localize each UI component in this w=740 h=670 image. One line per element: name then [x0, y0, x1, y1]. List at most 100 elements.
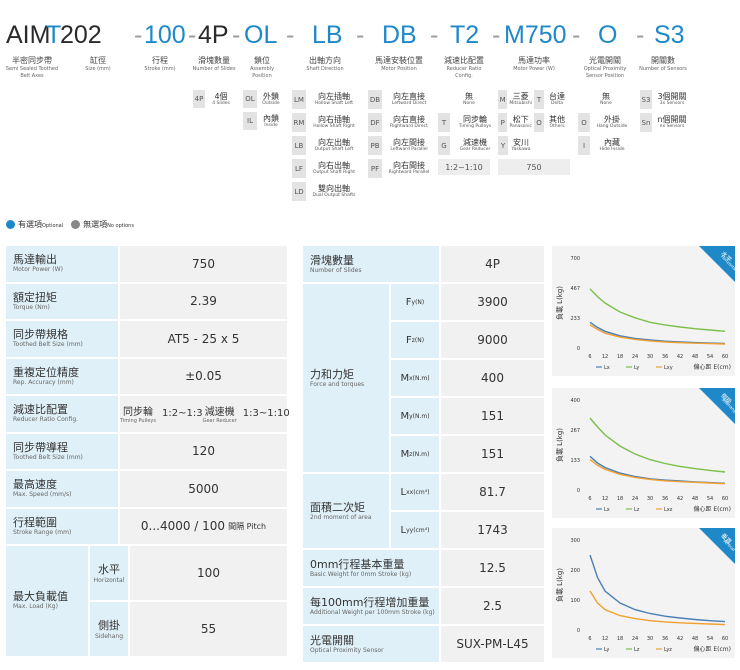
option-key: PB [368, 136, 382, 155]
option-zh: 台達 [549, 92, 565, 101]
spec-label: 額定扭矩 Torque (Nm) [6, 283, 118, 319]
option-zh: 向左插軸 [318, 92, 350, 101]
option-zh: n個開關 [657, 115, 687, 124]
code-part: DB [382, 21, 417, 49]
chart-tag-shape [699, 246, 735, 282]
option-en: Rightward Parallel [388, 170, 430, 175]
motor-position-option: DF 向右直接 Rightward Direct [368, 113, 434, 132]
legend-label: Lx [604, 365, 610, 371]
legend-label: Ly [634, 365, 639, 371]
shaft-option: LM 向左插軸 Hollow Shaft Left [292, 90, 360, 109]
option-zh: 向左間接 [393, 138, 425, 147]
option-en: Timing Pulleys [458, 124, 492, 129]
x-tick-label: 48 [692, 636, 698, 642]
option-zh: 內鎖 [263, 113, 279, 123]
spec-label: 同步帶導程 Toothed Belt Size (mm) [6, 433, 118, 469]
code-part: T2 [450, 21, 480, 49]
spec-label-zh: 最高速度 [13, 478, 57, 492]
spec-label-zh: 同步帶規格 [13, 328, 68, 342]
code-part: OL [244, 21, 278, 49]
spec-value: 2.39 [120, 283, 287, 319]
x-tick-label: 48 [692, 354, 698, 360]
caption-en: Motor Position [381, 66, 417, 72]
spec-label-en: Toothed Belt Size (mm) [13, 453, 83, 461]
chart-ylabel: 負載 L(kg) [555, 286, 564, 320]
series-line-Lyz [589, 590, 726, 626]
x-tick-label: 54 [707, 354, 713, 360]
code-part: T [46, 21, 62, 49]
chart-xlabel: 偏心距 E(cm) [693, 505, 731, 513]
x-tick-label: 6 [588, 496, 591, 502]
reducer-a: 同步輪 Timing Pulleys 1:2~1:3 [120, 403, 203, 424]
spec-value-suffix: 間隔 Pitch [228, 521, 267, 531]
force-value: 400 [441, 360, 544, 396]
reducer-b-zh: 減速機 [204, 407, 235, 419]
code-part: - [232, 21, 241, 49]
option-key: T [534, 90, 544, 109]
shaft-option: LB 向左出軸 Output Shaft Left [292, 136, 360, 155]
sym: L [400, 524, 407, 536]
spec-label-zh: 減速比配置 [13, 403, 68, 417]
option-text: 無 None [578, 92, 632, 107]
code-part: - [430, 21, 439, 49]
caption-zh: 光電開關 [589, 56, 621, 65]
code-caption: 出軸方向 Shaft Direction [300, 56, 350, 73]
sensor-label-zh: 光電開關 [310, 633, 354, 647]
y-tick-label: 100 [570, 598, 580, 604]
sensor-label-en: Optical Proximity Sensor [310, 646, 384, 654]
load-sub-label: 側掛 Sidehang [90, 601, 128, 656]
force-value: 3900 [441, 284, 544, 320]
x-tick-label: 30 [647, 354, 653, 360]
spec-label-en: Motor Power (W) [13, 266, 63, 274]
code-part: AIM [6, 21, 51, 49]
option-key: OL [243, 90, 257, 108]
motor-brand-option: Y 安川 Yaskawa [498, 136, 532, 155]
sym-sub: y [411, 298, 416, 306]
caption-zh: 開關數 [651, 56, 675, 65]
option-text: 台達 Delta [544, 92, 568, 107]
option-en: Leftward Parallel [390, 147, 428, 152]
spec-value-text: 750 [192, 256, 215, 271]
option-en: 4 Slides [212, 100, 230, 106]
x-tick-label: 42 [677, 496, 683, 502]
option-zh: 無 [465, 92, 473, 101]
load-sub-en: Horizontal [93, 577, 125, 585]
sym: M [400, 448, 410, 460]
force-label-en: Force and torques [310, 380, 365, 388]
spec-label: 馬達輸出 Motor Power (W) [6, 246, 118, 282]
option-text: 3個開關 3x Sensors [652, 92, 690, 107]
option-en: None [463, 101, 475, 106]
shaft-option: LF 向右出軸 Output Shaft Right [292, 159, 360, 178]
reducer-a-en: Timing Pulleys [120, 418, 156, 425]
option-zh: 向左出軸 [318, 138, 350, 147]
x-tick-label: 24 [632, 496, 638, 502]
option-key: S3 [640, 90, 652, 109]
motor-power-value: 750 [498, 159, 570, 175]
code-caption: 減速比配置 Reducer Ratio Config. [437, 56, 491, 80]
spec-label-zh: 同步帶導程 [13, 440, 68, 454]
spec-value: 5000 [120, 471, 287, 507]
x-tick-label: 18 [617, 496, 623, 502]
chart-ylabel: 負載 L(kg) [555, 568, 564, 602]
option-zh: 三菱 [512, 92, 529, 101]
spec-label: 減速比配置 Reducer Ratio Config. [6, 396, 118, 432]
x-tick-label: 60 [722, 496, 728, 502]
series-line-Ly [589, 554, 726, 623]
sym: L [400, 486, 407, 498]
sensor-number-option: Sn n個開關 nx Sensors [640, 113, 690, 132]
caption-zh: 行程 [152, 56, 168, 65]
caption-zh: 滑塊數量 [198, 56, 230, 65]
legend-label: Lz [634, 647, 640, 653]
legend-label: Lx [604, 507, 610, 513]
no-option-dot-icon [71, 220, 81, 229]
chart-tag-shape [699, 388, 735, 424]
option-zh: 安川 [513, 138, 529, 147]
x-tick-label: 48 [692, 496, 698, 502]
option-key: IL [243, 112, 257, 130]
option-text: 向左插軸 Hollow Shaft Left [306, 92, 360, 107]
option-key: 4P [193, 90, 205, 108]
